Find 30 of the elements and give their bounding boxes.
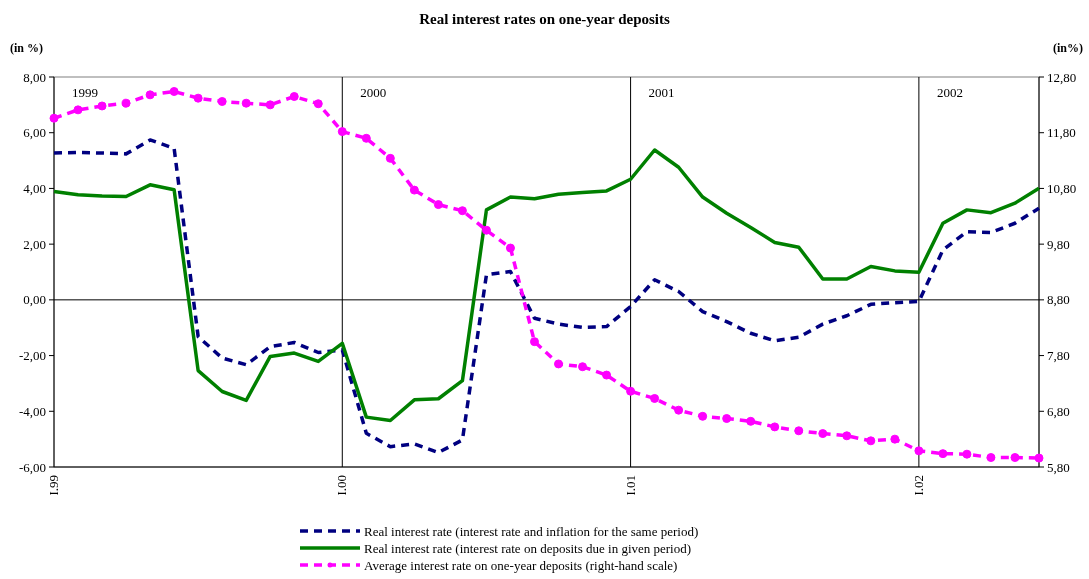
y2-tick-label: 6,80 (1047, 403, 1070, 419)
y2-tick-label: 9,80 (1047, 236, 1070, 252)
legend-label: Real interest rate (interest rate on deposits due in given period) (364, 540, 692, 556)
ref-line-label: 2000 (360, 85, 387, 100)
x-tick-label: I.00 (334, 475, 350, 496)
y2-tick-label: 8,80 (1047, 292, 1070, 308)
y2-tick-label: 7,80 (1047, 348, 1070, 364)
legend-label: Real interest rate (interest rate and inflation for the same period) (364, 523, 699, 539)
x-tick-label: I.01 (622, 475, 638, 496)
y-tick-label: 0,00 (23, 292, 46, 308)
y-tick-label: 6,00 (23, 125, 46, 141)
chart-title: Real interest rates on one-year deposits (419, 11, 670, 27)
y-tick-label: -2,00 (18, 348, 46, 364)
annotation: 1999 (72, 85, 98, 100)
y2-tick-label: 5,80 (1047, 459, 1070, 475)
ref-line-label: 2002 (936, 85, 963, 100)
y-axis-title: (in %) (10, 41, 43, 55)
y2-axis-title: (in%) (1053, 41, 1083, 55)
y2-tick-label: 12,80 (1047, 69, 1077, 85)
y2-tick-label: 10,80 (1047, 180, 1077, 196)
legend-label: Average interest rate on one-year deposits (right-hand scale) (364, 557, 678, 573)
y-tick-label: 8,00 (23, 69, 46, 85)
ref-line-label: 2001 (648, 85, 675, 100)
x-tick-label: I.02 (910, 475, 926, 496)
y-tick-label: -4,00 (18, 403, 46, 419)
y-tick-label: 2,00 (23, 236, 46, 252)
y2-tick-label: 11,80 (1047, 125, 1076, 141)
y-tick-label: 4,00 (23, 180, 46, 196)
y-tick-label: -6,00 (18, 459, 46, 475)
x-tick-label: I.99 (46, 475, 61, 496)
